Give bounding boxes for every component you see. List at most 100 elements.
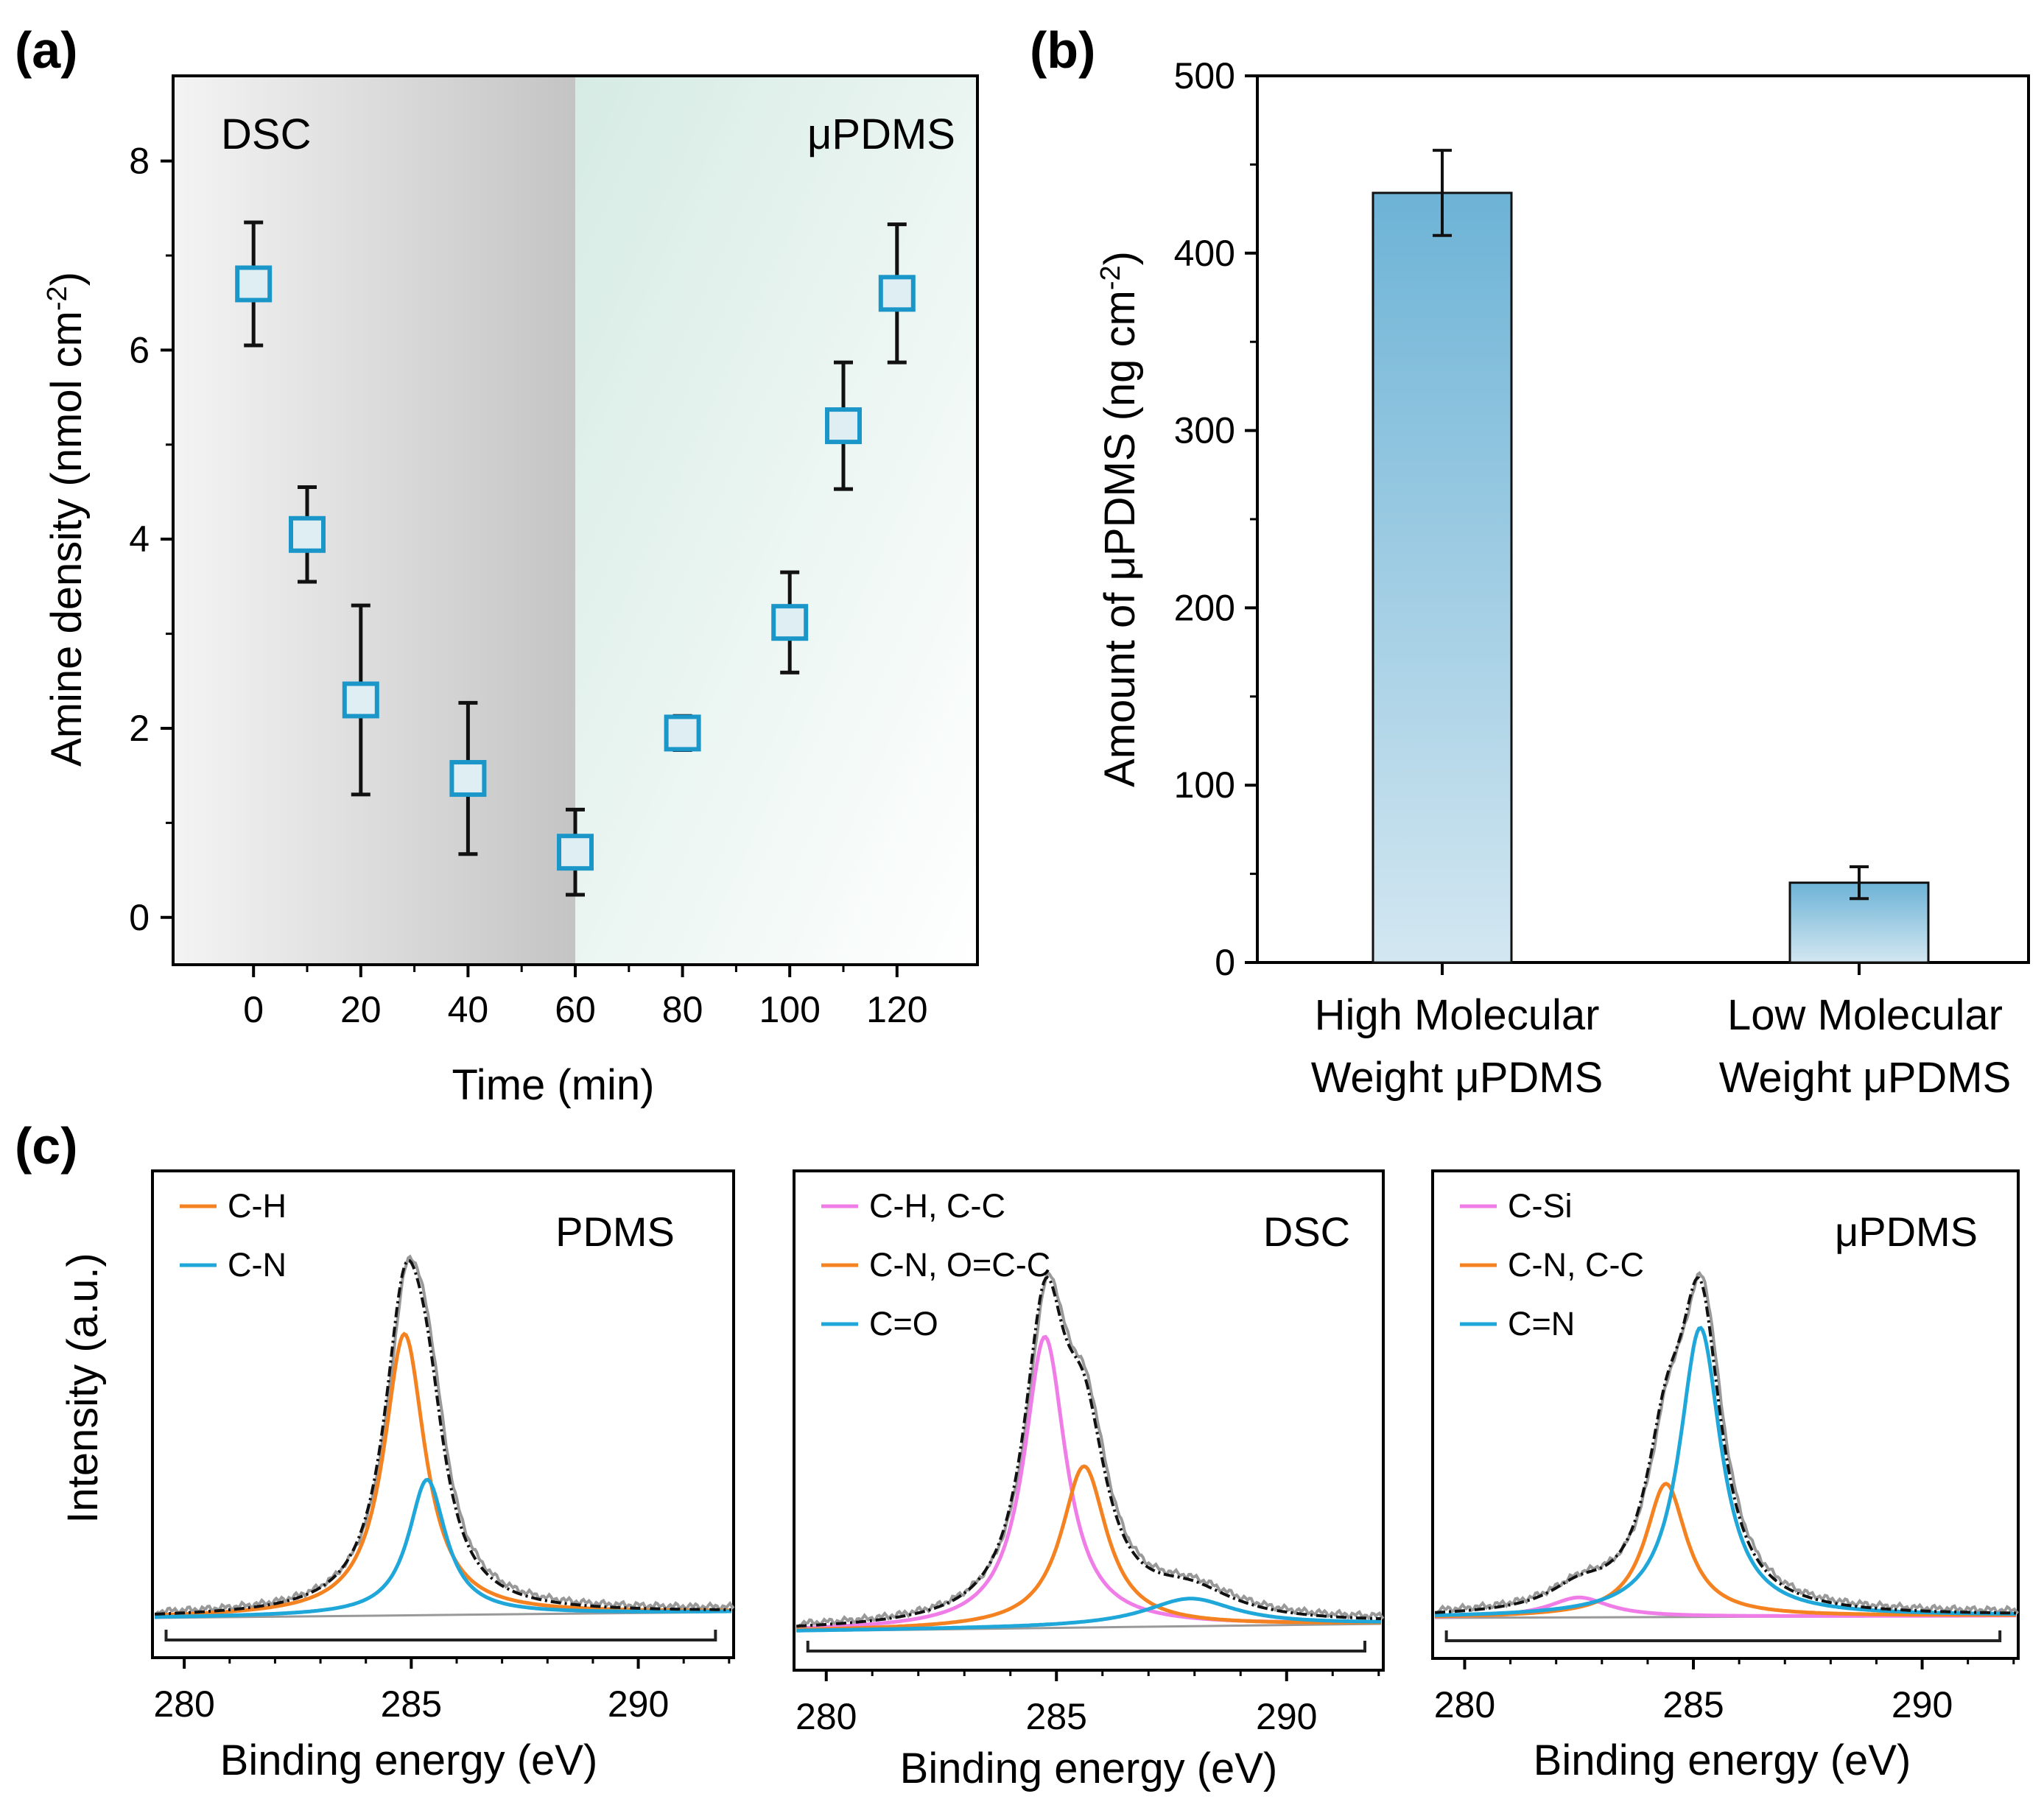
x-tick-label: 280 bbox=[796, 1696, 857, 1737]
data-point-marker bbox=[825, 407, 862, 445]
data-point-marker bbox=[289, 515, 326, 553]
x-tick-label: 290 bbox=[1892, 1684, 1953, 1725]
legend-label: C-N, C-C bbox=[1508, 1246, 1644, 1284]
panel-c-label: (c) bbox=[15, 1117, 78, 1175]
subplot-pdms-legend: C-H C-N bbox=[180, 1187, 287, 1284]
subplot-dsc-x-axis: 280 285 290 bbox=[796, 1641, 1380, 1737]
xps-subplot-pdms: PDMS Binding energy (eV) 280 285 290 C-HC-… bbox=[151, 1169, 735, 1784]
data-point-marker bbox=[664, 714, 701, 752]
x-tick-label: 120 bbox=[866, 989, 927, 1030]
raw-spectrum bbox=[155, 1254, 735, 1616]
subplot-pdms-frame bbox=[151, 1169, 735, 1659]
category-label-high-line1: High Molecular bbox=[1315, 991, 1600, 1039]
legend-label: C-H, C-C bbox=[869, 1187, 1005, 1225]
data-point-marker bbox=[449, 760, 487, 798]
legend-label: C-Si bbox=[1508, 1187, 1573, 1225]
legend-label: C=N bbox=[1508, 1305, 1575, 1342]
x-tick-label: 290 bbox=[1256, 1696, 1317, 1737]
subplot-pdms-x-axis-label: Binding energy (eV) bbox=[220, 1736, 598, 1784]
panel-a-x-axis-label: Time (min) bbox=[452, 1061, 655, 1109]
component-curve bbox=[1435, 1482, 2016, 1619]
raw-spectrum bbox=[1436, 1270, 2020, 1615]
category-label-low-line2: Weight μPDMS bbox=[1719, 1054, 2012, 1102]
y-tick-label: 6 bbox=[129, 329, 150, 370]
panel-a-data-points bbox=[235, 220, 916, 897]
bar bbox=[1372, 191, 1513, 964]
panel-a-y-axis-label: Amine density (nmol cm-2) bbox=[42, 272, 91, 767]
fit-envelope bbox=[796, 1275, 1381, 1628]
subplot-pdms-title: PDMS bbox=[555, 1208, 675, 1255]
data-point-marker bbox=[878, 275, 916, 312]
x-tick-label: 80 bbox=[662, 989, 703, 1030]
fit-envelope bbox=[1435, 1276, 2016, 1615]
updms-region-background bbox=[575, 76, 977, 965]
x-tick-label: 285 bbox=[1026, 1696, 1087, 1737]
legend-label: C-N, O=C-C bbox=[869, 1246, 1050, 1284]
category-label-low-line1: Low Molecular bbox=[1727, 991, 2003, 1039]
panel-b: (b) 0 100 200 300 400 500 High Molecular Weig… bbox=[1030, 21, 2030, 1102]
component-curve bbox=[155, 1477, 731, 1619]
component-curve bbox=[796, 1597, 1381, 1633]
x-tick-label: 280 bbox=[153, 1683, 214, 1725]
panel-a-y-axis: 0 2 4 6 8 bbox=[129, 141, 173, 938]
subplot-updms-frame bbox=[1431, 1169, 2020, 1660]
panel-b-y-axis: 0 100 200 300 400 500 bbox=[1174, 55, 1257, 983]
subplot-dsc-x-axis-label: Binding energy (eV) bbox=[900, 1745, 1278, 1792]
component-curve bbox=[1435, 1326, 2016, 1617]
subplot-updms-curves bbox=[1435, 1270, 2020, 1619]
updms-region-label: μPDMS bbox=[807, 110, 955, 158]
x-tick-label: 285 bbox=[381, 1683, 442, 1725]
category-label-high-line2: Weight μPDMS bbox=[1311, 1054, 1604, 1102]
xps-subplot-dsc: DSC Binding energy (eV) 280 285 290 C-H, C… bbox=[793, 1169, 1385, 1792]
subplot-dsc-curves bbox=[796, 1270, 1385, 1633]
y-tick-label: 2 bbox=[129, 708, 150, 749]
panel-a: (a) DSC μPDMS 0 20 40 60 80 100 120 0 2 4 6 8 Time… bbox=[15, 21, 979, 1109]
data-point-marker bbox=[557, 834, 594, 871]
subplot-dsc-frame bbox=[793, 1169, 1385, 1672]
xps-subplot-updms: μPDMS Binding energy (eV) 280 285 290 C-Si… bbox=[1431, 1169, 2020, 1784]
y-tick-label: 200 bbox=[1174, 587, 1235, 628]
subplot-dsc-title: DSC bbox=[1263, 1208, 1350, 1255]
y-tick-label: 500 bbox=[1174, 55, 1235, 96]
x-tick-label: 280 bbox=[1434, 1684, 1495, 1725]
panel-b-x-axis: High Molecular Weight μPDMS Low Molecula… bbox=[1311, 991, 2012, 1102]
x-tick-label: 0 bbox=[243, 989, 264, 1030]
panel-a-x-axis: 0 20 40 60 80 100 120 bbox=[243, 965, 928, 1030]
dsc-region-background bbox=[173, 76, 575, 965]
y-tick-label: 100 bbox=[1174, 764, 1235, 806]
panel-a-label: (a) bbox=[15, 21, 78, 79]
x-tick-label: 285 bbox=[1662, 1684, 1724, 1725]
panel-c-y-axis-label: Intensity (a.u.) bbox=[59, 1253, 107, 1523]
y-tick-label: 300 bbox=[1174, 410, 1235, 451]
fit-range-bracket bbox=[164, 1630, 717, 1641]
panel-c: (c) Intensity (a.u.) PDMS Binding energy… bbox=[15, 1117, 2020, 1792]
subplot-updms-x-axis: 280 285 290 bbox=[1434, 1630, 2015, 1725]
fit-range-bracket bbox=[1444, 1630, 2002, 1642]
subplot-pdms-curves bbox=[154, 1254, 735, 1619]
legend-label: C-N bbox=[228, 1246, 287, 1284]
panel-b-y-axis-label: Amount of μPDMS (ng cm-2) bbox=[1095, 251, 1144, 787]
dsc-region-label: DSC bbox=[221, 110, 311, 158]
subplot-updms-title: μPDMS bbox=[1835, 1208, 1978, 1255]
data-point-marker bbox=[771, 604, 809, 641]
y-tick-label: 4 bbox=[129, 518, 150, 560]
panel-b-label: (b) bbox=[1030, 21, 1095, 79]
legend-label: C-H bbox=[228, 1187, 287, 1225]
x-tick-label: 40 bbox=[448, 989, 489, 1030]
subplot-dsc-legend: C-H, C-C C-N, O=C-C C=O bbox=[821, 1187, 1050, 1342]
legend-label: C=O bbox=[869, 1305, 938, 1342]
x-tick-label: 60 bbox=[555, 989, 596, 1030]
component-curve bbox=[154, 1331, 731, 1617]
x-tick-label: 20 bbox=[340, 989, 382, 1030]
subplot-updms-x-axis-label: Binding energy (eV) bbox=[1534, 1736, 1911, 1784]
component-curve bbox=[796, 1464, 1381, 1632]
x-tick-label: 100 bbox=[759, 989, 820, 1030]
bar bbox=[1788, 881, 1930, 964]
data-point-marker bbox=[235, 265, 273, 303]
fit-range-bracket bbox=[806, 1641, 1366, 1653]
y-tick-label: 0 bbox=[1215, 942, 1235, 983]
y-tick-label: 400 bbox=[1174, 233, 1235, 274]
data-point-marker bbox=[342, 681, 379, 719]
subplot-pdms-x-axis: 280 285 290 bbox=[153, 1630, 731, 1725]
